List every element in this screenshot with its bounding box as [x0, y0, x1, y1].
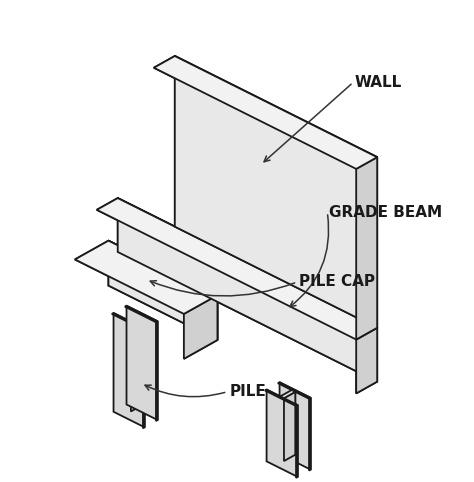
Polygon shape [356, 157, 377, 339]
Polygon shape [356, 157, 377, 339]
Polygon shape [175, 56, 377, 328]
Polygon shape [143, 329, 145, 428]
Text: PILE CAP: PILE CAP [299, 274, 375, 289]
Polygon shape [356, 328, 377, 393]
Polygon shape [184, 295, 218, 359]
Polygon shape [154, 56, 377, 169]
Polygon shape [125, 306, 158, 322]
Polygon shape [118, 198, 377, 382]
Text: PILE: PILE [229, 384, 266, 399]
Polygon shape [278, 382, 310, 399]
Polygon shape [97, 198, 377, 339]
Polygon shape [109, 241, 218, 340]
Polygon shape [75, 241, 218, 314]
Polygon shape [154, 56, 377, 169]
Polygon shape [128, 313, 142, 321]
Polygon shape [296, 405, 298, 478]
Polygon shape [309, 398, 310, 470]
Polygon shape [184, 295, 218, 359]
Polygon shape [266, 389, 298, 477]
Polygon shape [284, 392, 295, 461]
Text: WALL: WALL [354, 75, 401, 90]
Polygon shape [280, 390, 295, 398]
Polygon shape [75, 241, 218, 314]
Polygon shape [97, 198, 377, 339]
Polygon shape [131, 315, 142, 412]
Polygon shape [127, 306, 158, 420]
Polygon shape [109, 241, 218, 340]
Polygon shape [156, 321, 158, 421]
Polygon shape [175, 56, 377, 328]
Polygon shape [138, 313, 142, 405]
Polygon shape [118, 198, 377, 382]
Polygon shape [112, 313, 145, 330]
Polygon shape [280, 382, 310, 469]
Polygon shape [114, 313, 145, 428]
Text: GRADE BEAM: GRADE BEAM [329, 204, 442, 220]
Polygon shape [356, 328, 377, 393]
Polygon shape [265, 389, 298, 406]
Polygon shape [292, 390, 295, 455]
